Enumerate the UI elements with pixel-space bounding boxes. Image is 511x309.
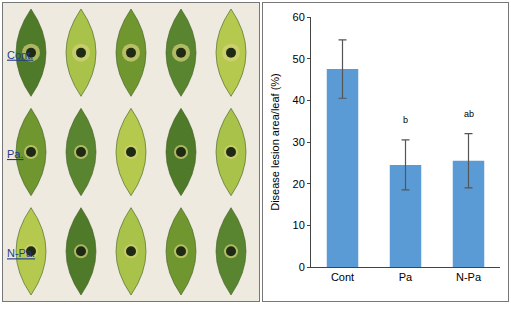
svg-text:0: 0 xyxy=(299,261,305,273)
svg-text:Pa: Pa xyxy=(399,271,413,283)
svg-text:ab: ab xyxy=(464,109,474,119)
svg-text:10: 10 xyxy=(293,219,305,231)
svg-text:40: 40 xyxy=(293,94,305,106)
svg-text:Cont: Cont xyxy=(331,271,354,283)
svg-text:Disease lesion area/leaf (%): Disease lesion area/leaf (%) xyxy=(269,73,281,211)
svg-text:N-Pa.: N-Pa. xyxy=(7,247,35,259)
svg-text:N-Pa: N-Pa xyxy=(456,271,482,283)
svg-text:60: 60 xyxy=(293,11,305,23)
svg-text:30: 30 xyxy=(293,136,305,148)
svg-text:50: 50 xyxy=(293,53,305,65)
svg-text:Pa.: Pa. xyxy=(7,148,24,160)
svg-text:20: 20 xyxy=(293,178,305,190)
svg-text:b: b xyxy=(403,115,408,125)
svg-text:Cont.: Cont. xyxy=(7,49,33,61)
